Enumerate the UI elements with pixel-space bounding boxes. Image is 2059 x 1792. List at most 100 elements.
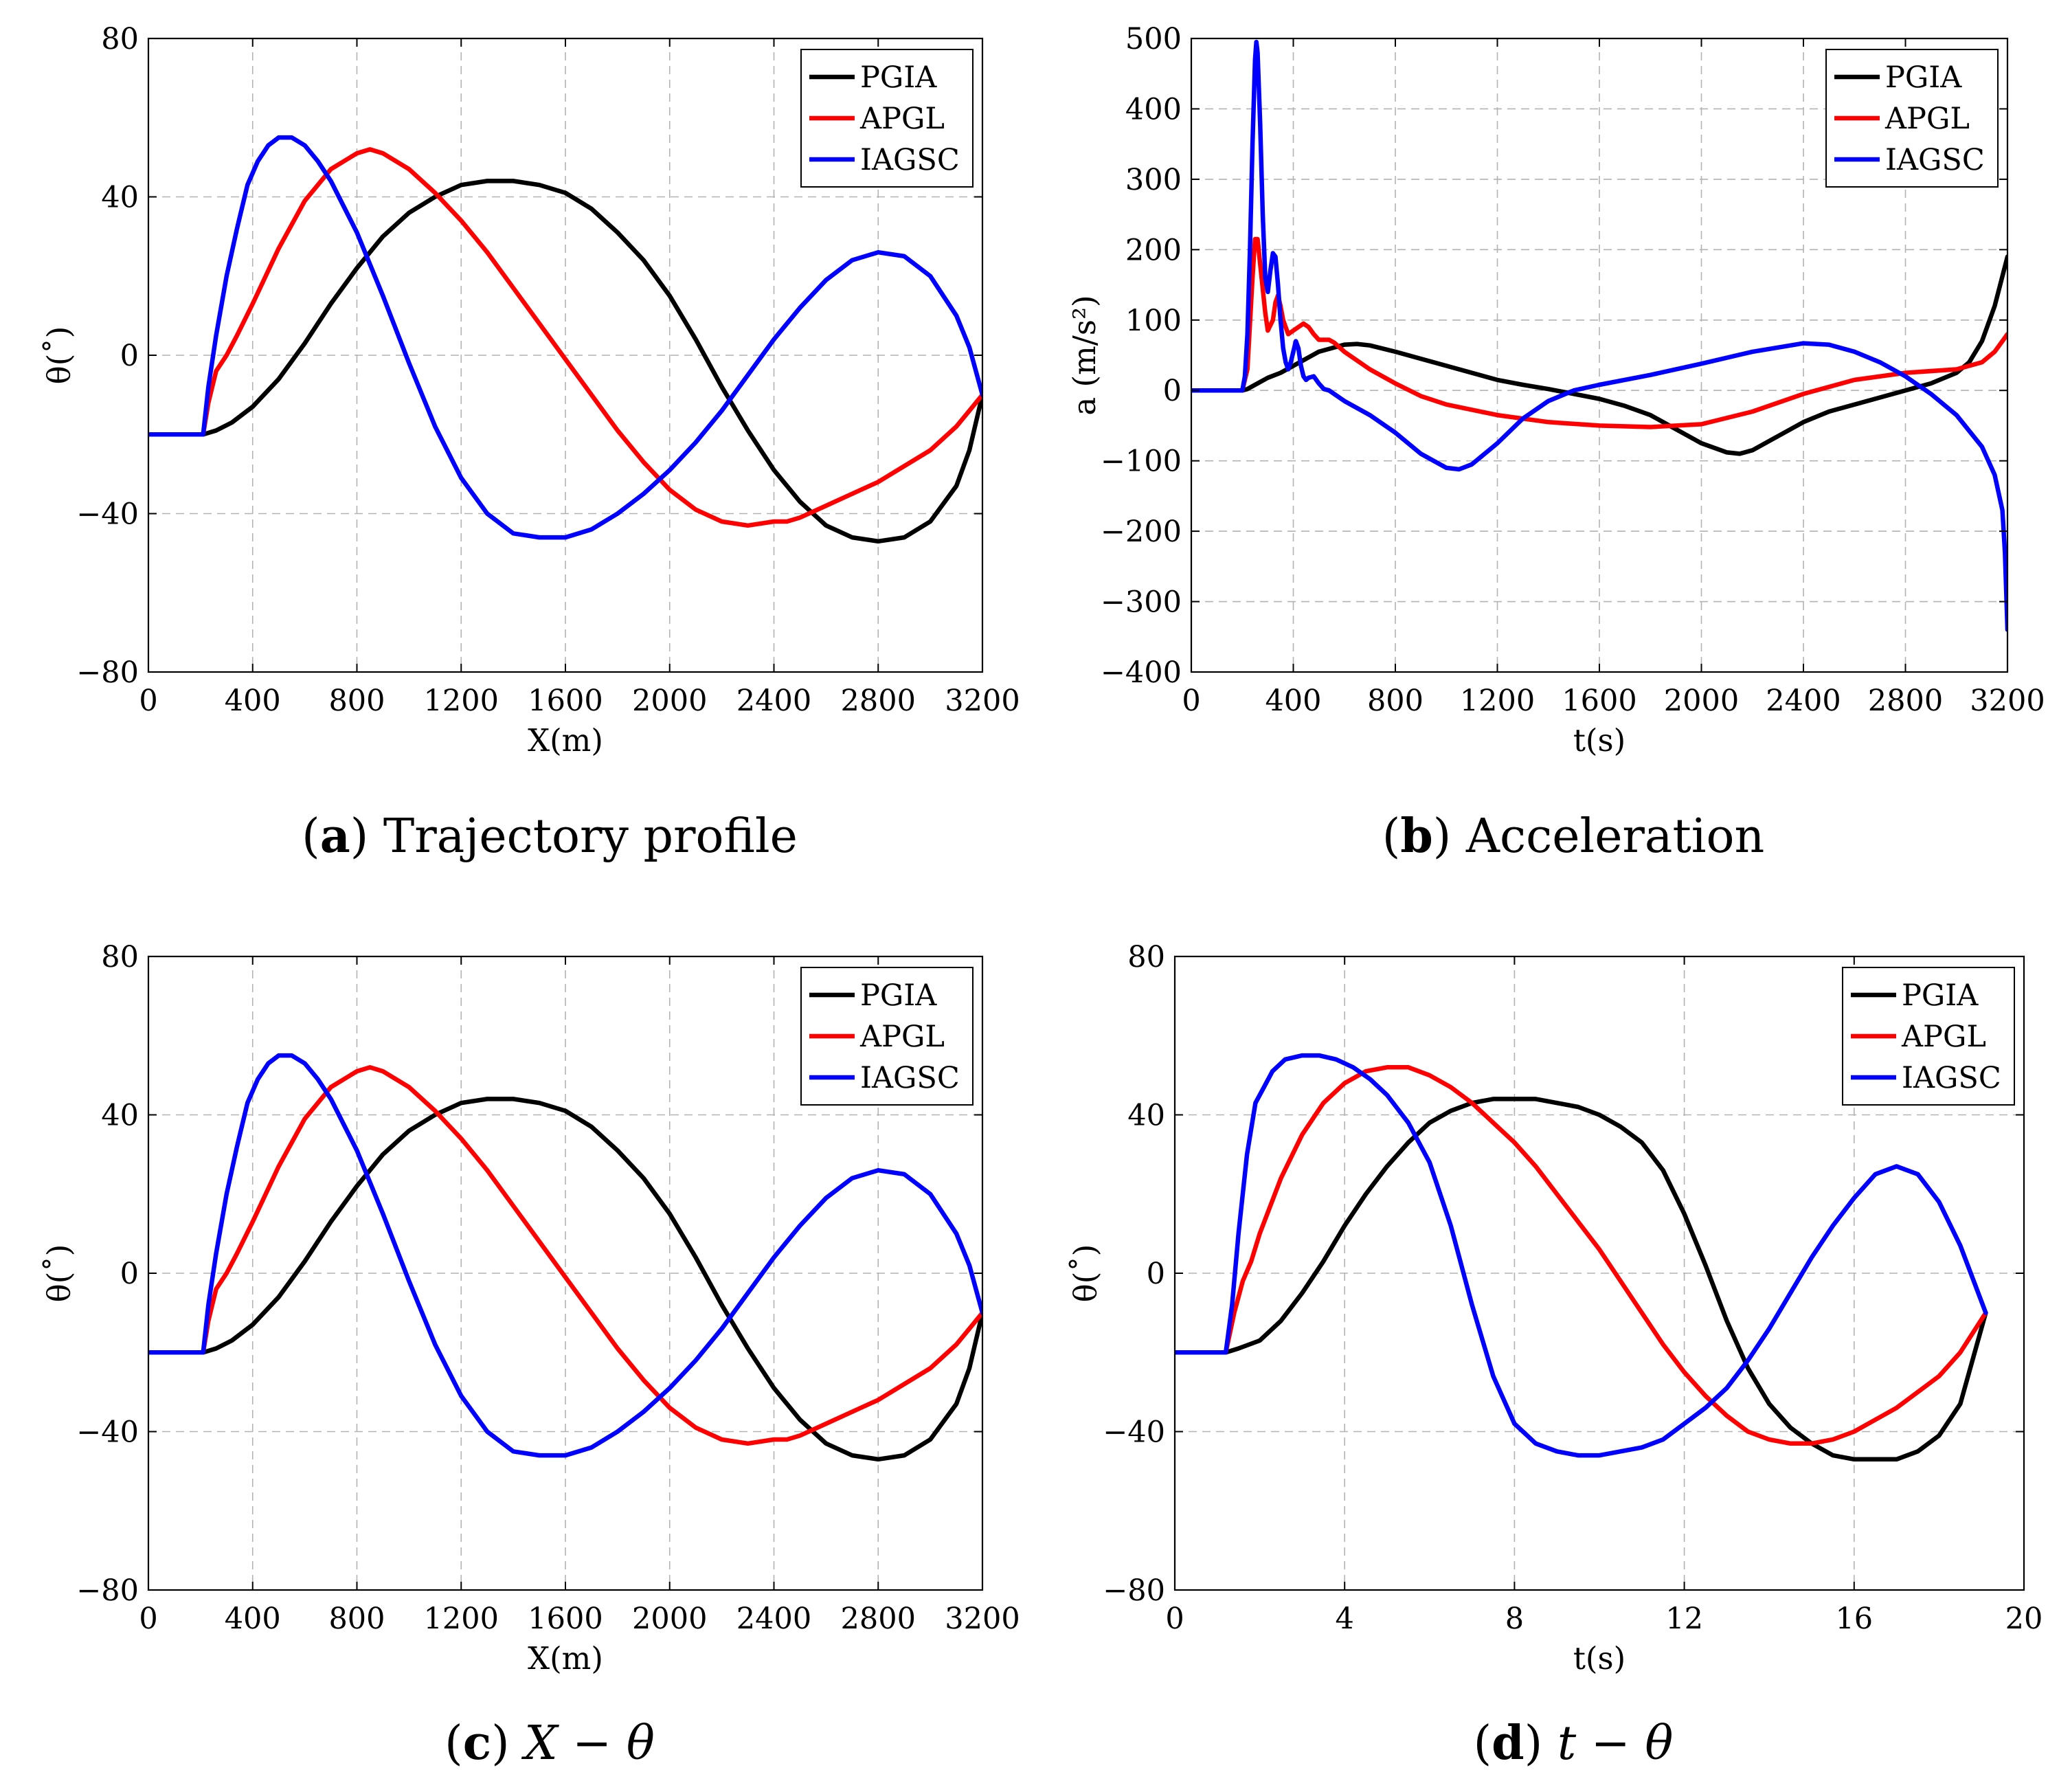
x-axis-label: t(s) <box>1573 1640 1625 1677</box>
legend: PGIA APGL IAGSC <box>1842 967 2015 1106</box>
y-tick-label: −40 <box>76 497 139 532</box>
x-tick-label: 2000 <box>632 1602 707 1636</box>
x-tick-label: 0 <box>139 1602 157 1636</box>
series-line-pgia <box>1175 1097 1988 1462</box>
y-tick-label: −80 <box>1103 1573 1165 1608</box>
caption-paren-close: ) <box>350 809 383 864</box>
x-tick-label: 12 <box>1665 1602 1703 1636</box>
x-tick-label: 400 <box>225 1602 281 1636</box>
y-tick-label: 200 <box>1125 233 1182 267</box>
legend-label: IAGSC <box>1885 143 1985 177</box>
caption-title: Trajectory profile <box>383 809 798 864</box>
y-tick-label: 0 <box>120 1257 139 1291</box>
x-tick-label: 1600 <box>528 684 603 718</box>
legend-label: IAGSC <box>1902 1061 2001 1095</box>
series-group <box>148 135 982 544</box>
subfigure-caption: (a) Trajectory profile <box>302 809 798 864</box>
legend-label: PGIA <box>1885 60 1962 95</box>
x-tick-label: 20 <box>2005 1602 2043 1636</box>
legend-label: PGIA <box>1902 978 1979 1013</box>
x-tick-label: 1200 <box>424 684 499 718</box>
x-tick-label: 8 <box>1505 1602 1524 1636</box>
y-tick-label: 80 <box>101 22 139 56</box>
x-axis-label: X(m) <box>528 722 603 759</box>
x-tick-label: 1600 <box>1562 684 1636 718</box>
legend-label: PGIA <box>860 60 937 95</box>
x-tick-label: 400 <box>1265 684 1321 718</box>
series-line-apgl <box>148 1065 982 1446</box>
y-tick-label: 300 <box>1125 163 1182 197</box>
x-tick-label: 16 <box>1835 1602 1873 1636</box>
y-tick-label: −400 <box>1101 656 1182 690</box>
y-tick-label: 500 <box>1125 22 1182 56</box>
x-tick-label: 2400 <box>736 684 811 718</box>
y-tick-label: −40 <box>1103 1415 1165 1450</box>
y-tick-label: 400 <box>1125 92 1182 126</box>
legend: PGIA APGL IAGSC <box>1825 49 1999 188</box>
caption-title: Acceleration <box>1465 809 1764 864</box>
y-axis-label: a (m/s²) <box>1066 295 1103 415</box>
subfigure-caption: (b) Acceleration <box>1382 809 1765 864</box>
y-tick-label: 80 <box>101 940 139 974</box>
x-tick-label: 2000 <box>632 684 707 718</box>
series-line-apgl <box>1175 1065 1988 1446</box>
legend-label: APGL <box>1884 102 1970 136</box>
caption-paren-open: ( <box>1474 1716 1492 1771</box>
x-tick-label: 2800 <box>841 684 916 718</box>
legend-label: APGL <box>859 102 945 136</box>
x-tick-label: 2800 <box>841 1602 916 1636</box>
panel-a-trajectory-profile: 0 400 800 1200 1600 2000 2400 2800 3200 −80 −40 0 40… <box>41 22 1020 864</box>
caption-paren-open: ( <box>445 1716 463 1771</box>
legend: PGIA APGL IAGSC <box>800 967 974 1106</box>
y-axis-label: θ(˚) <box>1067 1244 1103 1303</box>
series-line-iagsc <box>1175 1053 1988 1458</box>
panel-c-x-theta: 0 400 800 1200 1600 2000 2400 2800 3200 −80 −40 0 40… <box>41 940 1020 1771</box>
x-tick-label: 800 <box>328 684 385 718</box>
x-tick-label: 3200 <box>945 1602 1020 1636</box>
legend-label: PGIA <box>860 978 937 1013</box>
x-tick-label: 4 <box>1336 1602 1354 1636</box>
legend-label: APGL <box>1901 1020 1986 1054</box>
x-tick-label: 800 <box>1367 684 1424 718</box>
caption-paren-close: ) <box>1433 809 1466 864</box>
y-tick-label: −40 <box>76 1415 139 1450</box>
caption-letter: c <box>463 1716 491 1771</box>
caption-paren-open: ( <box>302 809 320 864</box>
x-tick-label: 2000 <box>1664 684 1739 718</box>
legend-label: IAGSC <box>860 1061 960 1095</box>
y-tick-label: −100 <box>1101 445 1182 479</box>
caption-math: t − θ <box>1557 1716 1673 1771</box>
y-tick-label: 80 <box>1127 940 1165 974</box>
legend: PGIA APGL IAGSC <box>800 49 974 188</box>
series-line-pgia <box>148 1097 982 1462</box>
caption-letter: a <box>320 809 350 864</box>
y-axis-label: θ(˚) <box>41 326 77 385</box>
x-axis-label: X(m) <box>528 1640 603 1677</box>
x-tick-label: 2400 <box>736 1602 811 1636</box>
subfigure-caption: (d) t − θ <box>1474 1716 1674 1771</box>
series-line-apgl <box>148 147 982 528</box>
x-tick-label: 1600 <box>528 1602 603 1636</box>
legend-label: IAGSC <box>860 143 960 177</box>
series-group <box>148 1053 982 1462</box>
y-tick-label: −80 <box>76 656 139 690</box>
legend-label: APGL <box>859 1020 945 1054</box>
x-tick-label: 3200 <box>945 684 1020 718</box>
y-tick-label: −80 <box>76 1573 139 1608</box>
subfigure-caption: (c) X − θ <box>445 1716 655 1771</box>
series-group <box>1191 39 2007 632</box>
x-tick-label: 1200 <box>424 1602 499 1636</box>
x-tick-label: 0 <box>1165 1602 1184 1636</box>
x-tick-label: 1200 <box>1460 684 1535 718</box>
y-tick-label: 40 <box>1127 1099 1165 1133</box>
caption-paren-close: ) <box>1524 1716 1557 1771</box>
y-tick-label: −300 <box>1101 585 1182 620</box>
series-line-iagsc <box>148 1053 982 1458</box>
panel-b-acceleration: 0 400 800 1200 1600 2000 2400 2800 3200−400−300−… <box>1066 22 2045 864</box>
x-axis-label: t(s) <box>1573 722 1625 759</box>
caption-letter: d <box>1492 1716 1524 1771</box>
caption-math: X − θ <box>521 1716 655 1771</box>
y-tick-label: 0 <box>1147 1257 1165 1291</box>
y-tick-label: −200 <box>1101 515 1182 549</box>
